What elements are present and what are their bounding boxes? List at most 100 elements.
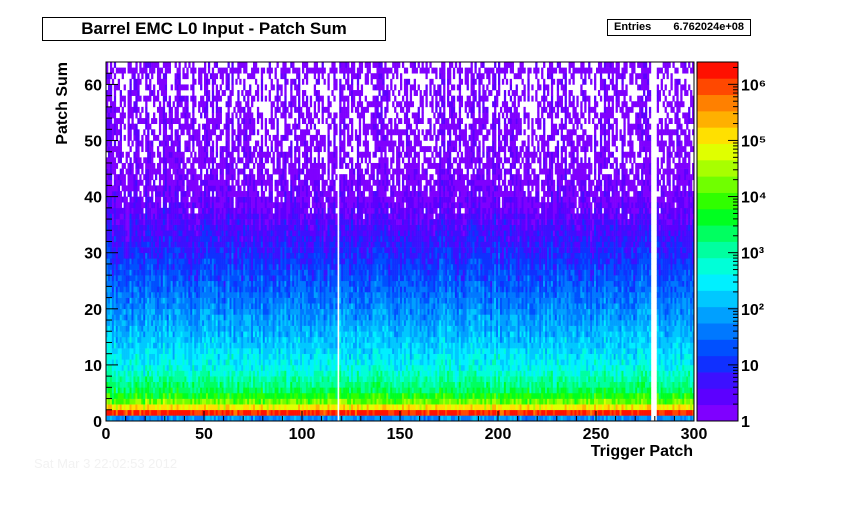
heatmap-cell — [207, 353, 211, 360]
heatmap-cell — [155, 207, 158, 214]
heatmap-cell — [109, 112, 113, 119]
heatmap-cell — [111, 297, 115, 304]
heatmap-cell — [147, 252, 150, 259]
heatmap-cell — [200, 247, 203, 254]
heatmap-cell — [155, 219, 158, 225]
heatmap-cell — [266, 146, 269, 153]
heatmap-cell — [109, 90, 113, 96]
heatmap-cell — [200, 275, 203, 282]
heatmap-cell — [282, 280, 285, 287]
heatmap-cell — [276, 353, 279, 360]
heatmap-cell — [219, 286, 222, 293]
heatmap-cell — [225, 213, 228, 220]
heatmap-cell — [253, 252, 256, 259]
heatmap-cell — [160, 247, 164, 254]
heatmap-cell — [176, 370, 179, 377]
heatmap-cell — [182, 331, 185, 338]
heatmap-cell — [137, 376, 140, 383]
heatmap-cell — [158, 123, 162, 130]
heatmap-cell — [239, 207, 242, 214]
heatmap-cell — [253, 162, 256, 169]
heatmap-cell — [205, 263, 209, 270]
heatmap-cell — [119, 140, 122, 147]
heatmap-cell — [221, 275, 224, 282]
heatmap-cell — [158, 78, 162, 85]
heatmap-cell — [225, 252, 228, 259]
heatmap-cell — [164, 331, 168, 338]
heatmap-cell — [135, 235, 138, 242]
heatmap-cell — [129, 196, 132, 203]
heatmap-cell — [111, 359, 115, 366]
heatmap-cell — [229, 269, 232, 276]
heatmap-cell — [182, 325, 185, 332]
heatmap-cell — [268, 325, 271, 332]
heatmap-cell — [260, 235, 264, 242]
heatmap-cell — [155, 275, 158, 282]
heatmap-cell — [260, 118, 264, 124]
heatmap-cell — [186, 348, 189, 354]
heatmap-cell — [131, 219, 134, 225]
heatmap-cell — [211, 73, 215, 80]
heatmap-cell — [143, 314, 146, 321]
heatmap-cell — [213, 129, 217, 136]
heatmap-cell — [270, 252, 273, 259]
heatmap-cell — [215, 235, 219, 242]
heatmap-cell — [215, 196, 219, 203]
heatmap-cell — [276, 118, 279, 124]
heatmap-cell — [109, 241, 113, 248]
heatmap-cell — [258, 230, 262, 237]
heatmap-cell — [164, 348, 168, 354]
heatmap-cell — [166, 179, 170, 186]
heatmap-cell — [174, 78, 177, 85]
heatmap-cell — [268, 342, 271, 349]
heatmap-cell — [241, 348, 244, 354]
heatmap-cell — [162, 263, 166, 270]
heatmap-cell — [200, 376, 203, 383]
heatmap-cell — [276, 404, 279, 411]
heatmap-cell — [270, 78, 273, 85]
heatmap-cell — [113, 331, 117, 338]
heatmap-cell — [231, 146, 234, 153]
heatmap-cell — [233, 67, 236, 74]
heatmap-cell — [241, 230, 244, 237]
heatmap-cell — [172, 191, 175, 197]
heatmap-cell — [123, 247, 126, 254]
heatmap-cell — [268, 241, 271, 248]
heatmap-cell — [219, 168, 222, 175]
heatmap-cell — [178, 213, 181, 220]
heatmap-cell — [174, 280, 177, 287]
heatmap-cell — [129, 185, 132, 192]
heatmap-cell — [155, 134, 158, 141]
heatmap-cell — [111, 157, 115, 164]
heatmap-cell — [274, 308, 277, 315]
heatmap-cell — [233, 241, 236, 248]
heatmap-cell — [156, 325, 160, 332]
heatmap-cell — [141, 320, 144, 326]
heatmap-cell — [182, 314, 185, 321]
heatmap-cell — [107, 303, 111, 310]
heatmap-cell — [162, 157, 166, 164]
heatmap-cell — [176, 151, 179, 158]
heatmap-cell — [215, 336, 219, 343]
heatmap-cell — [135, 101, 138, 108]
heatmap-cell — [119, 101, 122, 108]
heatmap-cell — [247, 213, 250, 220]
heatmap-cell — [237, 179, 240, 186]
heatmap-cell — [198, 202, 201, 209]
heatmap-cell — [219, 241, 222, 248]
heatmap-cell — [129, 342, 132, 349]
heatmap-cell — [192, 291, 195, 298]
heatmap-cell — [106, 381, 109, 388]
heatmap-cell — [137, 146, 140, 153]
heatmap-cell — [274, 387, 277, 394]
heatmap-cell — [245, 67, 248, 74]
heatmap-cell — [239, 280, 242, 287]
heatmap-cell — [129, 297, 132, 304]
heatmap-cell — [178, 78, 181, 85]
heatmap-cell — [106, 314, 109, 321]
heatmap-cell — [221, 392, 224, 399]
heatmap-cell — [239, 291, 242, 298]
heatmap-cell — [278, 314, 281, 321]
heatmap-cell — [192, 67, 195, 74]
heatmap-cell — [192, 409, 195, 416]
